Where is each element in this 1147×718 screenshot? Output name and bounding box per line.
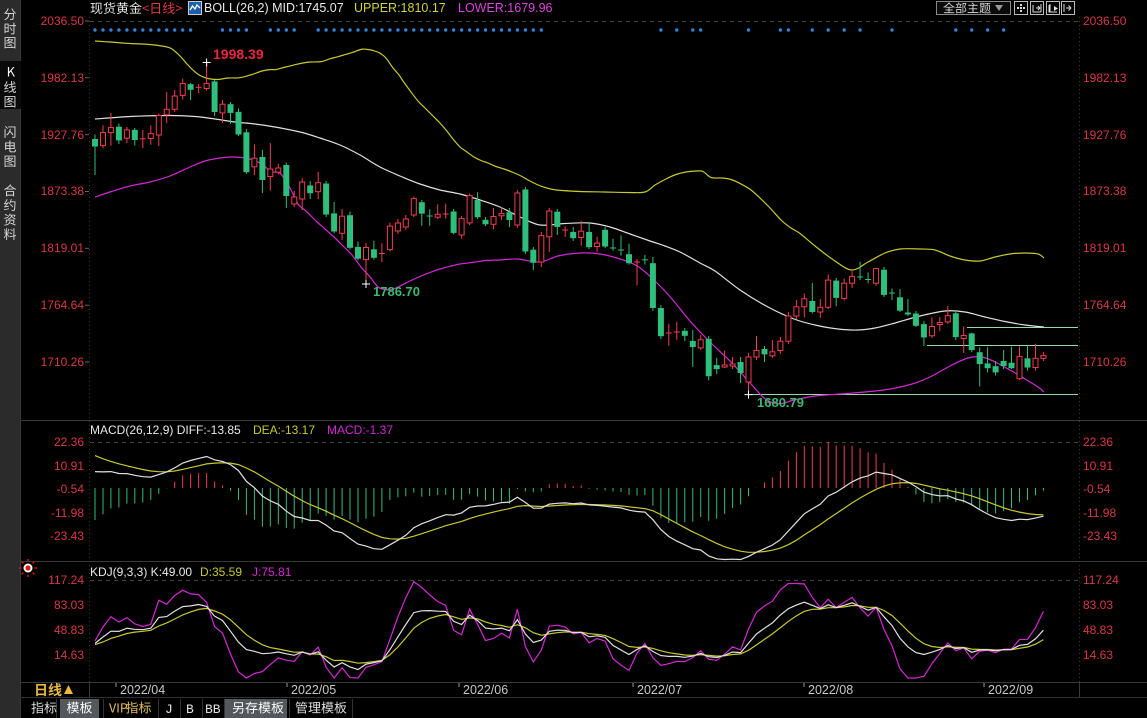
svg-text:1710.26: 1710.26: [1083, 355, 1127, 369]
svg-text:48.83: 48.83: [54, 623, 84, 637]
svg-text:-0.54: -0.54: [1083, 482, 1111, 496]
svg-text:14.63: 14.63: [54, 648, 84, 662]
svg-text:2022/08: 2022/08: [808, 683, 853, 697]
svg-text:DEA:-13.17: DEA:-13.17: [253, 423, 315, 437]
svg-text:1927.76: 1927.76: [1083, 128, 1127, 142]
svg-text:10.91: 10.91: [1083, 459, 1113, 473]
svg-text:1927.76: 1927.76: [41, 128, 85, 142]
svg-text:-11.98: -11.98: [51, 506, 84, 520]
svg-text:48.83: 48.83: [1083, 623, 1113, 637]
svg-text:1873.38: 1873.38: [41, 184, 85, 198]
svg-text:1680.79: 1680.79: [757, 395, 804, 410]
svg-text:10.91: 10.91: [54, 459, 84, 473]
svg-text:1786.70: 1786.70: [373, 284, 420, 299]
svg-text:-23.43: -23.43: [1083, 529, 1117, 543]
svg-text:2022/05: 2022/05: [291, 683, 336, 697]
svg-text:2022/04: 2022/04: [120, 683, 165, 697]
svg-text:1710.26: 1710.26: [41, 355, 85, 369]
svg-text:1819.01: 1819.01: [1083, 241, 1127, 255]
svg-text:1819.01: 1819.01: [41, 241, 85, 255]
svg-text:2022/06: 2022/06: [463, 683, 508, 697]
svg-text:MACD(26,12,9) DIFF:-13.85: MACD(26,12,9) DIFF:-13.85: [90, 423, 241, 437]
svg-text:1873.38: 1873.38: [1083, 184, 1127, 198]
svg-text:KDJ(9,3,3) K:49.00: KDJ(9,3,3) K:49.00: [90, 565, 192, 579]
svg-text:-0.54: -0.54: [57, 482, 85, 496]
svg-text:117.24: 117.24: [48, 573, 84, 587]
svg-text:1764.64: 1764.64: [41, 298, 85, 312]
svg-text:-23.43: -23.43: [50, 529, 84, 543]
svg-text:BB: BB: [205, 702, 221, 717]
svg-text:2036.50: 2036.50: [1083, 14, 1127, 28]
svg-text:J: J: [165, 702, 173, 717]
svg-text:1982.13: 1982.13: [41, 71, 85, 85]
svg-text:1998.39: 1998.39: [213, 46, 264, 62]
svg-text:D:35.59: D:35.59: [200, 565, 242, 579]
svg-text:14.63: 14.63: [1083, 648, 1113, 662]
svg-text:83.03: 83.03: [1083, 598, 1113, 612]
svg-text:MACD:-1.37: MACD:-1.37: [327, 423, 393, 437]
svg-text:1982.13: 1982.13: [1083, 71, 1127, 85]
svg-text:2022/09: 2022/09: [988, 683, 1033, 697]
svg-text:1764.64: 1764.64: [1083, 298, 1127, 312]
svg-text:83.03: 83.03: [54, 598, 84, 612]
svg-text:2022/07: 2022/07: [637, 683, 682, 697]
svg-text:J:75.81: J:75.81: [252, 565, 292, 579]
svg-text:22.36: 22.36: [54, 435, 84, 449]
svg-text:22.36: 22.36: [1083, 435, 1113, 449]
svg-text:117.24: 117.24: [1083, 573, 1119, 587]
svg-text:-11.98: -11.98: [1083, 506, 1116, 520]
svg-text:B: B: [186, 702, 194, 717]
svg-text:2036.50: 2036.50: [41, 14, 85, 28]
